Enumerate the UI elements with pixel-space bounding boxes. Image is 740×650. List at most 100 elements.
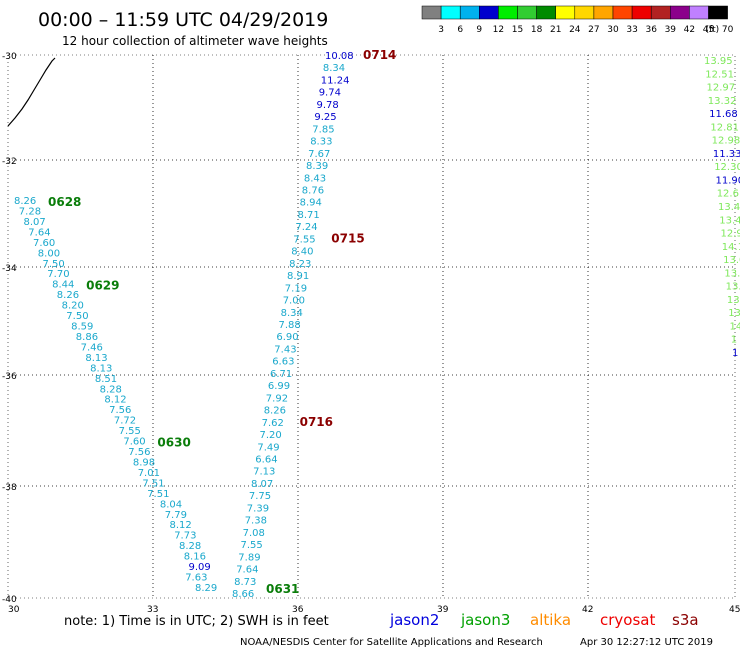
- scale-swatch: [612, 5, 633, 20]
- pass-time-label: 0631: [266, 582, 299, 596]
- scale-swatch: [498, 5, 518, 20]
- swh-value: 7.88: [279, 320, 301, 331]
- scale-swatch: [459, 5, 480, 20]
- swh-value: 9.09: [189, 562, 211, 573]
- pass-jason3: 8.267.288.077.647.608.007.507.708.448.26…: [14, 195, 299, 596]
- pass-time-label: 0630: [157, 436, 190, 450]
- swh-value: 6.63: [272, 357, 294, 368]
- scale-swatch: [708, 5, 728, 20]
- swh-value: 14: [730, 322, 740, 333]
- swh-value: 7.20: [260, 430, 282, 441]
- swh-value: 7.55: [119, 426, 141, 437]
- swh-value: 7.55: [241, 540, 263, 551]
- swh-value: 12.97: [707, 83, 736, 94]
- pass-time-label: 0715: [331, 231, 364, 245]
- swh-value: 1: [731, 335, 737, 346]
- scale-label: 42: [684, 25, 695, 35]
- scale-label: 18: [531, 25, 543, 35]
- satellite-legend: jason2 jason3 altika cryosat s3a: [389, 611, 699, 629]
- scale-swatch: [670, 5, 690, 20]
- swh-value: 8.12: [104, 395, 126, 406]
- swh-value: 8.86: [76, 332, 98, 343]
- scale-swatch: [536, 5, 556, 20]
- swh-value: 13.43: [718, 202, 740, 213]
- swh-value: 6.71: [270, 369, 292, 380]
- swh-value: 10.08: [325, 51, 354, 62]
- map-title: 00:00 – 11:59 UTC 04/29/2019: [38, 9, 328, 31]
- swh-value: 7.24: [295, 222, 317, 233]
- swh-value: 7.51: [142, 478, 164, 489]
- lat-lon-grid: [7, 54, 736, 599]
- lon-tick-label: 39: [437, 605, 449, 615]
- swh-value: 7.73: [174, 531, 196, 542]
- swh-value: 13.32: [708, 96, 737, 107]
- swh-value: 7.60: [33, 238, 55, 249]
- scale-label: 45: [703, 25, 714, 35]
- swh-value: 7.67: [308, 149, 330, 160]
- swh-value: 7.70: [47, 269, 69, 280]
- scale-label: 36: [645, 25, 657, 35]
- scale-swatch: [689, 5, 709, 20]
- scale-label: 24: [569, 25, 581, 35]
- swh-value: 7.51: [147, 489, 169, 500]
- swh-value: 7.28: [19, 207, 41, 218]
- swh-value: 8.39: [306, 161, 328, 172]
- swh-value: 11.90: [716, 176, 740, 187]
- swh-value: 8.73: [234, 577, 256, 588]
- scale-label: 9: [476, 25, 482, 35]
- swh-value: 7.50: [43, 259, 65, 270]
- scale-unit: (ft): [706, 25, 720, 35]
- swh-value: 13.95: [704, 56, 733, 67]
- swh-value: 8.12: [170, 520, 192, 531]
- scale-swatch: [479, 5, 499, 20]
- swh-value: 7.56: [109, 405, 131, 416]
- swh-value: 13.: [726, 282, 740, 293]
- swh-value: 13.41: [719, 215, 740, 226]
- swh-value: 7.38: [245, 516, 267, 527]
- scale-label: 30: [607, 25, 619, 35]
- swh-value: 7.49: [257, 442, 279, 453]
- swh-value: 13.: [728, 308, 740, 319]
- swh-value: 7.13: [253, 467, 275, 478]
- lat-tick-label: -40: [2, 595, 17, 605]
- swh-value: 7.08: [243, 528, 265, 539]
- swh-value: 7.72: [114, 416, 136, 427]
- scale-swatch: [517, 5, 537, 20]
- swh-value: 7.46: [81, 342, 103, 353]
- swh-value: 8.07: [251, 479, 273, 490]
- swh-value: 8.00: [38, 248, 60, 259]
- swh-value: 8.29: [195, 583, 217, 594]
- scale-swatch: [421, 5, 442, 20]
- wave-height-color-scale: 3 6 9 12 15 18 21 24 27 30 33 36 39 42 45 70(ft): [421, 5, 734, 35]
- swh-value: 7.00: [283, 296, 305, 307]
- scale-swatch: [555, 5, 576, 20]
- swh-value: 8.13: [90, 363, 112, 374]
- swh-value: 8.26: [264, 406, 286, 417]
- swh-value: 11.33: [713, 149, 740, 160]
- swh-value: 7.19: [285, 283, 307, 294]
- swh-value: 7.39: [247, 503, 269, 514]
- lat-tick-label: -38: [2, 483, 17, 493]
- scale-label: 3: [438, 25, 444, 35]
- axis-tick-labels: 30 33 36 39 42 45 -30 -32 -34 -36 -38 -40: [2, 52, 740, 615]
- pass-time-label: 0714: [363, 48, 396, 62]
- swh-value: 8.33: [310, 137, 332, 148]
- swh-value: 7.85: [312, 124, 334, 135]
- swh-value: 13.: [727, 295, 740, 306]
- swh-value: 7.50: [66, 311, 88, 322]
- swh-value: 6.90: [276, 332, 298, 343]
- swh-value: 13.0: [723, 255, 740, 266]
- swh-value: 7.01: [138, 468, 160, 479]
- swh-value: 8.59: [71, 322, 93, 333]
- scale-label: 70: [722, 25, 734, 35]
- swh-value: 9.25: [314, 112, 336, 123]
- swh-value: 7.89: [238, 552, 260, 563]
- swh-value: 8.34: [281, 308, 303, 319]
- swh-value: 7.92: [266, 393, 288, 404]
- generated-timestamp: Apr 30 12:27:12 UTC 2019: [580, 637, 713, 648]
- scale-swatch: [631, 5, 652, 20]
- swh-value: 1: [732, 348, 738, 359]
- swh-value: 8.04: [160, 499, 182, 510]
- swh-value: 12.51: [705, 69, 734, 80]
- swh-value: 8.07: [24, 217, 46, 228]
